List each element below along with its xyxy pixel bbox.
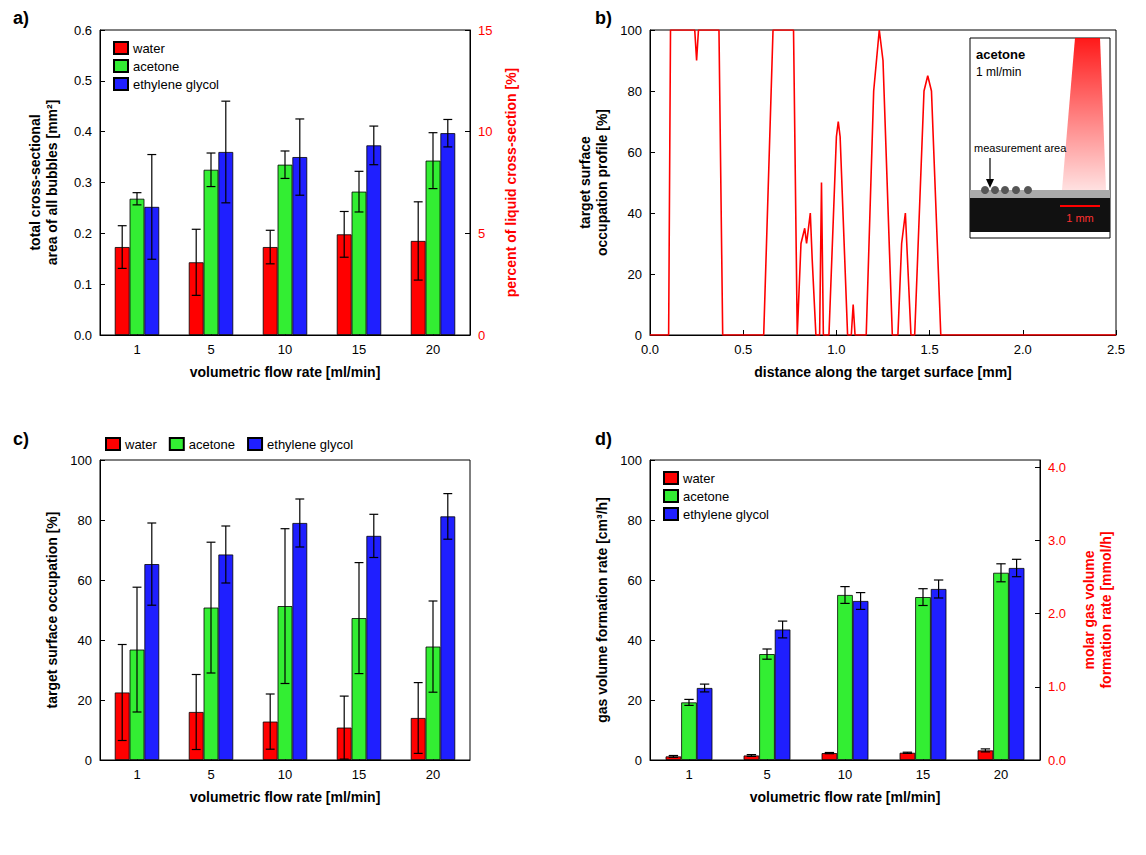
svg-text:5: 5: [207, 767, 214, 782]
svg-text:2.0: 2.0: [1048, 606, 1066, 621]
svg-text:80: 80: [628, 513, 642, 528]
svg-text:1.0: 1.0: [827, 342, 845, 357]
svg-text:formation rate [mmol/h]: formation rate [mmol/h]: [1098, 531, 1114, 688]
svg-text:0: 0: [635, 753, 642, 768]
svg-text:1.5: 1.5: [921, 342, 939, 357]
svg-text:0.4: 0.4: [74, 124, 92, 139]
svg-text:20: 20: [628, 267, 642, 282]
svg-text:40: 40: [78, 633, 92, 648]
svg-text:60: 60: [78, 573, 92, 588]
svg-text:10: 10: [278, 342, 292, 357]
svg-text:total cross-sectional: total cross-sectional: [27, 114, 43, 250]
svg-text:10: 10: [478, 124, 492, 139]
svg-text:0.5: 0.5: [734, 342, 752, 357]
svg-text:10: 10: [278, 767, 292, 782]
svg-text:20: 20: [994, 767, 1008, 782]
svg-text:0: 0: [85, 753, 92, 768]
svg-text:60: 60: [628, 145, 642, 160]
svg-text:acetone: acetone: [133, 59, 179, 74]
svg-text:100: 100: [620, 453, 642, 468]
svg-text:20: 20: [426, 767, 440, 782]
svg-text:percent of liquid cross-sectio: percent of liquid cross-section [%]: [503, 68, 519, 297]
svg-text:water: water: [124, 437, 157, 452]
svg-text:5: 5: [763, 767, 770, 782]
svg-text:target surface: target surface: [577, 136, 593, 229]
svg-text:2.5: 2.5: [1107, 342, 1125, 357]
svg-text:0: 0: [635, 328, 642, 343]
svg-text:15: 15: [478, 23, 492, 38]
svg-text:ethylene glycol: ethylene glycol: [683, 507, 769, 522]
svg-text:0.0: 0.0: [641, 342, 659, 357]
svg-text:20: 20: [628, 693, 642, 708]
svg-text:0.2: 0.2: [74, 226, 92, 241]
svg-text:c): c): [13, 429, 29, 449]
svg-text:0.0: 0.0: [1048, 753, 1066, 768]
svg-text:4.0: 4.0: [1048, 460, 1066, 475]
svg-text:volumetric flow rate [ml/min]: volumetric flow rate [ml/min]: [190, 364, 381, 380]
svg-text:0.0: 0.0: [74, 328, 92, 343]
svg-text:3.0: 3.0: [1048, 533, 1066, 548]
svg-text:15: 15: [352, 342, 366, 357]
svg-text:0.5: 0.5: [74, 73, 92, 88]
svg-text:0.3: 0.3: [74, 175, 92, 190]
svg-text:0.1: 0.1: [74, 277, 92, 292]
svg-text:area of all bubbles [mm²]: area of all bubbles [mm²]: [44, 100, 60, 266]
svg-text:60: 60: [628, 573, 642, 588]
svg-text:80: 80: [78, 513, 92, 528]
svg-text:water: water: [132, 41, 165, 56]
svg-text:15: 15: [916, 767, 930, 782]
svg-text:5: 5: [478, 226, 485, 241]
svg-text:10: 10: [838, 767, 852, 782]
svg-text:volumetric flow rate [ml/min]: volumetric flow rate [ml/min]: [750, 789, 941, 805]
svg-text:distance along the target surf: distance along the target surface [mm]: [754, 364, 1012, 380]
svg-text:1: 1: [685, 767, 692, 782]
svg-text:acetone: acetone: [976, 47, 1025, 62]
svg-text:molar gas volume: molar gas volume: [1081, 550, 1097, 669]
svg-text:volumetric flow rate [ml/min]: volumetric flow rate [ml/min]: [190, 789, 381, 805]
svg-text:acetone: acetone: [683, 489, 729, 504]
svg-text:0.6: 0.6: [74, 23, 92, 38]
svg-text:1.0: 1.0: [1048, 679, 1066, 694]
svg-text:5: 5: [207, 342, 214, 357]
svg-text:80: 80: [628, 84, 642, 99]
svg-text:20: 20: [426, 342, 440, 357]
svg-text:0: 0: [478, 328, 485, 343]
svg-text:100: 100: [70, 453, 92, 468]
svg-text:2.0: 2.0: [1014, 342, 1032, 357]
svg-text:1 ml/min: 1 ml/min: [976, 65, 1021, 79]
svg-text:1: 1: [133, 767, 140, 782]
svg-text:40: 40: [628, 633, 642, 648]
svg-text:1 mm: 1 mm: [1066, 212, 1094, 224]
svg-text:15: 15: [352, 767, 366, 782]
svg-text:occupation profile [%]: occupation profile [%]: [594, 109, 610, 256]
svg-text:a): a): [13, 8, 29, 28]
svg-text:ethylene glycol: ethylene glycol: [133, 77, 219, 92]
svg-text:water: water: [682, 471, 715, 486]
svg-text:b): b): [595, 8, 612, 28]
svg-text:measurement area: measurement area: [974, 142, 1067, 154]
svg-text:1: 1: [133, 342, 140, 357]
svg-text:ethylene glycol: ethylene glycol: [267, 437, 353, 452]
svg-text:20: 20: [78, 693, 92, 708]
svg-text:target surface occupation [%]: target surface occupation [%]: [44, 512, 60, 709]
svg-text:d): d): [595, 429, 612, 449]
svg-text:acetone: acetone: [189, 437, 235, 452]
svg-text:40: 40: [628, 206, 642, 221]
svg-text:gas volume formation rate [cm³: gas volume formation rate [cm³/h]: [594, 497, 610, 723]
svg-text:100: 100: [620, 23, 642, 38]
